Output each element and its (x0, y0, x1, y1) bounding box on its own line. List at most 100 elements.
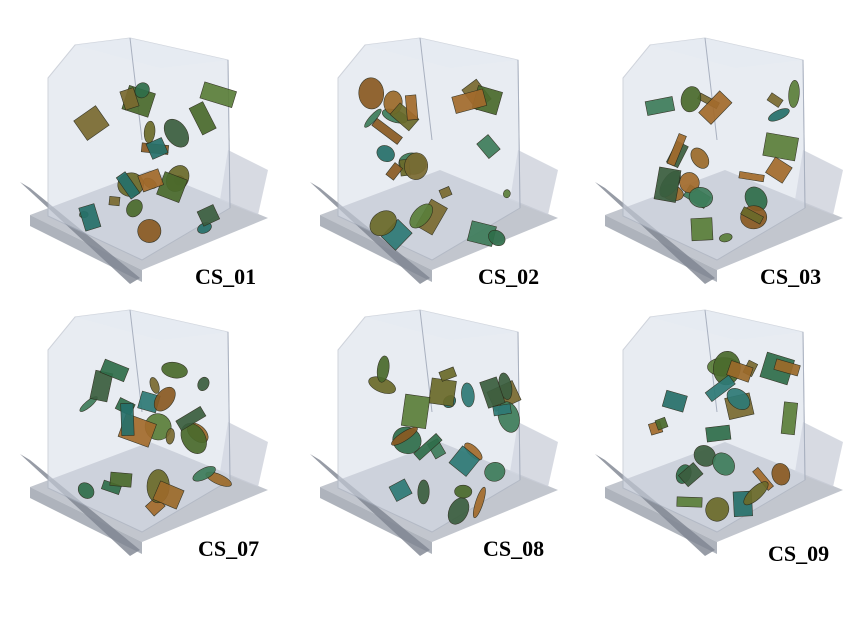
panel-label: CS_02 (478, 264, 540, 289)
particle (153, 386, 176, 412)
particle (163, 118, 189, 148)
container-edge (802, 331, 806, 481)
particle (428, 377, 457, 407)
particle (388, 478, 413, 502)
particle (145, 137, 169, 160)
particle (376, 355, 390, 383)
particle (400, 393, 431, 430)
particle (134, 82, 150, 99)
particle (199, 81, 237, 108)
panel-label: CS_07 (198, 536, 260, 561)
panel-cs-08: CS_08 (290, 292, 576, 592)
particle (762, 132, 799, 162)
side-plate (510, 422, 558, 487)
particle-cluster (73, 81, 237, 243)
particle (376, 145, 395, 163)
particle (358, 77, 385, 110)
particle (653, 166, 682, 203)
container-edge (704, 37, 718, 141)
container-edge (129, 309, 143, 413)
particle (78, 203, 102, 232)
particle (454, 484, 473, 499)
particle (391, 426, 418, 446)
particle (451, 88, 488, 114)
particle (152, 480, 185, 510)
container-edge (802, 59, 806, 209)
particle (780, 401, 799, 436)
container-edge (227, 59, 231, 209)
container-top (650, 310, 803, 340)
particle-cluster (368, 355, 522, 525)
particle (438, 186, 453, 199)
particle (161, 361, 188, 379)
packing-render-cs-02 (310, 37, 558, 284)
particle (690, 147, 710, 169)
particle (492, 403, 512, 417)
particle (165, 428, 175, 445)
particle (476, 134, 501, 159)
particle (409, 203, 433, 229)
particle (108, 195, 121, 207)
panel-cs-01: CS_01 (0, 20, 286, 320)
particle (149, 377, 160, 394)
panel-cs-07: CS_07 (0, 292, 286, 592)
container-top (365, 310, 518, 340)
particle (661, 389, 688, 413)
particle (690, 217, 714, 242)
particle (773, 358, 801, 377)
particle (719, 233, 733, 243)
particle (677, 462, 704, 488)
particle (448, 445, 481, 477)
particle (488, 229, 506, 246)
particle (126, 199, 143, 218)
particle (175, 406, 207, 432)
packing-render-cs-03 (595, 37, 843, 284)
side-plate (510, 150, 558, 215)
container-top (650, 38, 803, 68)
particle-cluster (358, 77, 511, 251)
panel-cs-02: CS_02 (290, 20, 576, 320)
packing-render-cs-07 (20, 309, 268, 556)
container-edge (419, 37, 433, 141)
particle (680, 86, 702, 113)
packing-render-cs-08 (310, 309, 558, 556)
particle (738, 171, 765, 183)
particle (77, 482, 95, 499)
panel-label: CS_08 (483, 536, 545, 561)
side-plate (795, 422, 843, 487)
particle (765, 156, 793, 184)
particle (705, 424, 732, 443)
particle (712, 452, 735, 476)
side-plate (795, 150, 843, 215)
particle (461, 382, 475, 408)
particle (788, 80, 800, 108)
particle (726, 388, 751, 410)
side-plate (220, 150, 268, 215)
panel-cs-09: CS_09 (575, 292, 858, 592)
particle (197, 376, 210, 392)
panel-label: CS_09 (768, 541, 830, 566)
particle (688, 187, 713, 208)
particle (109, 471, 133, 488)
packing-render-cs-09 (595, 309, 843, 556)
particle (99, 358, 130, 383)
particle (192, 466, 216, 482)
particle (369, 210, 397, 236)
particle (484, 462, 506, 482)
particle (188, 101, 217, 136)
particle (404, 152, 429, 180)
container-edge (227, 331, 231, 481)
particle (654, 416, 669, 431)
particle-cluster (77, 358, 232, 517)
particle (676, 496, 703, 508)
particle (417, 479, 430, 505)
particle (119, 87, 140, 111)
particle (371, 117, 403, 145)
particle (137, 219, 162, 243)
particle (698, 90, 733, 125)
panel-label: CS_03 (760, 264, 822, 289)
particle (479, 376, 506, 409)
particle (740, 206, 764, 225)
particle (196, 204, 221, 227)
